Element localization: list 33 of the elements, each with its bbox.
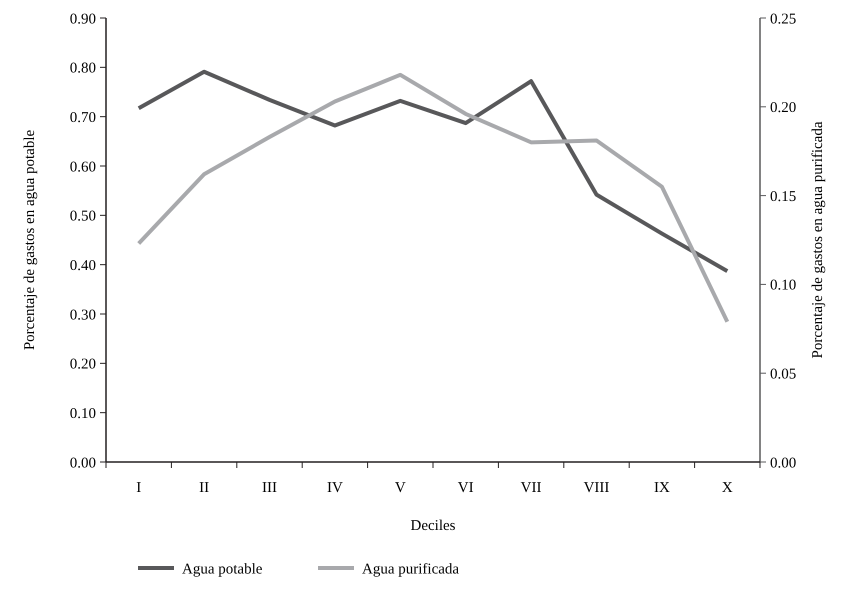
y2-tick-label: 0.00 [770,455,796,472]
line-series [136,70,730,274]
x-tick-label: VII [520,480,542,496]
y2-tick-label: 0.05 [770,366,796,382]
x-tick-label: VI [458,480,474,496]
y2-tick-label: 0.15 [770,188,796,205]
x-tick-label: V [394,480,406,496]
y-tick-label: 0.60 [70,159,96,176]
x-tick-label: X [722,480,733,496]
y2-tick-label: 0.25 [770,11,796,28]
legend-label: Agua purificada [362,561,460,578]
y2-tick-label: 0.10 [770,278,796,294]
x-tick-label: IV [326,480,343,496]
x-tick-label: IX [654,480,670,496]
legend-label: Agua potable [182,561,263,578]
y-tick-label: 0.20 [70,356,96,373]
y-tick-label: 0.30 [70,307,96,324]
y-tick-label: 0.70 [70,110,96,126]
y-tick-label: 0.10 [70,406,96,422]
y2-tick-label: 0.20 [770,100,796,116]
x-axis-title: Deciles [410,518,456,534]
x-tick-label: III [262,480,277,496]
y-tick-label: 0.80 [70,60,96,77]
line-series [136,72,730,324]
y2-axis-title: Porcentaje de gastos en agua purificada [810,121,826,358]
y-tick-label: 0.00 [70,455,96,472]
y-tick-label: 0.50 [70,208,96,225]
y-tick-label: 0.90 [70,11,96,28]
x-tick-label: II [199,480,210,496]
x-tick-label: VIII [584,480,610,496]
y-axis-title: Porcentaje de gastos en agua potable [22,129,38,350]
y-tick-label: 0.40 [70,258,96,274]
x-tick-label: I [136,480,142,496]
